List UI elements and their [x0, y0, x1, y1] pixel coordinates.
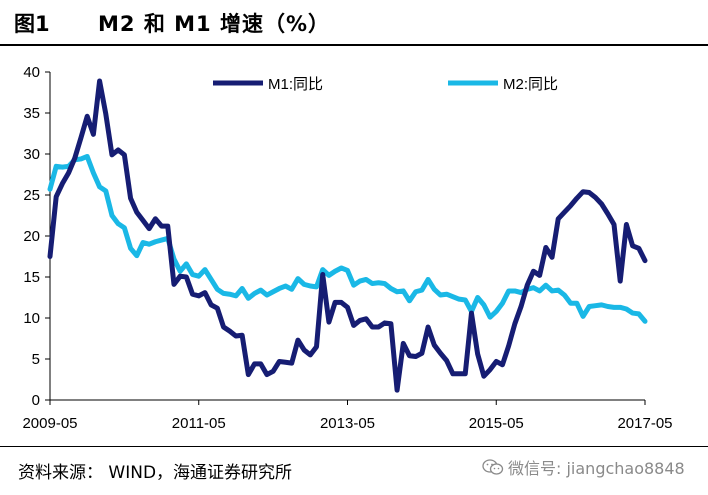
- series-line-m2: [47, 153, 648, 324]
- x-tick-label: 2017-05: [617, 415, 672, 432]
- chart-title: M2 和 M1 增速（%）: [98, 12, 330, 36]
- footer-divider: [0, 446, 708, 447]
- x-tick-label: 2009-05: [22, 415, 77, 432]
- y-tick-label: 30: [23, 146, 40, 163]
- legend-label: M2:同比: [503, 76, 558, 93]
- chart-legend: M1:同比 M2:同比: [213, 76, 558, 93]
- wechat-icon: [482, 459, 504, 475]
- series-line-m1: [47, 78, 648, 393]
- chart-axes: 0 5 10 15 20 25 30 35 40 2009-05 2011-05 2013-05 201…: [22, 64, 672, 432]
- watermark-text: 微信号: jiangchao8848: [508, 459, 685, 478]
- y-tick-label: 25: [23, 187, 40, 204]
- title-divider: [0, 44, 708, 46]
- y-tick-label: 15: [23, 269, 40, 286]
- x-tick-label: 2013-05: [320, 415, 375, 432]
- y-tick-label: 0: [32, 392, 40, 409]
- y-tick-label: 40: [23, 64, 40, 81]
- figure-header: 图1 M2 和 M1 增速（%）: [0, 0, 708, 44]
- source-note: 资料来源： WIND，海通证券研究所: [18, 463, 293, 483]
- y-tick-label: 20: [23, 228, 40, 245]
- y-tick-label: 35: [23, 105, 40, 122]
- legend-label: M1:同比: [268, 76, 323, 93]
- figure-label: 图1: [14, 12, 50, 36]
- line-chart: 0 5 10 15 20 25 30 35 40 2009-05 2011-05 2013-05 201…: [22, 64, 672, 432]
- y-tick-label: 5: [32, 351, 40, 368]
- x-tick-label: 2015-05: [469, 415, 524, 432]
- watermark: 微信号: jiangchao8848: [482, 455, 685, 479]
- chart-series: [47, 78, 648, 393]
- y-tick-label: 10: [23, 310, 40, 327]
- x-tick-label: 2011-05: [172, 415, 226, 432]
